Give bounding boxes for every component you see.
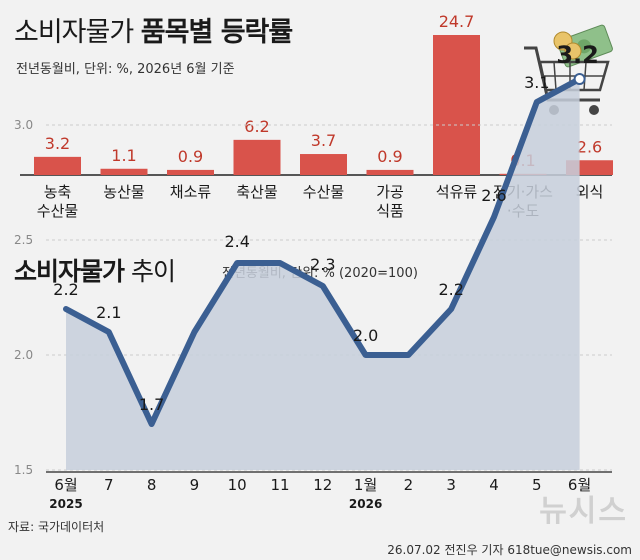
category-line: 채소류 xyxy=(170,183,212,201)
y-tick-label: 2.0 xyxy=(14,348,33,362)
x-tick-label: 8 xyxy=(147,476,157,494)
y-tick-label: 3.0 xyxy=(14,118,33,132)
x-tick-label: 5 xyxy=(532,476,542,494)
bar-value-label: 0.9 xyxy=(178,147,203,166)
x-year-label: 2026 xyxy=(349,497,382,511)
bar-value-label: 0.9 xyxy=(377,147,402,166)
category-line: 수산물 xyxy=(37,202,78,220)
x-tick-label: 6월 xyxy=(568,476,591,494)
point-value-label: 2.1 xyxy=(96,303,121,322)
point-value-label: 3.1 xyxy=(524,73,549,92)
bar-value-label: 24.7 xyxy=(439,12,475,31)
money-icon xyxy=(553,24,613,68)
title-light: 소비자물가 xyxy=(14,17,134,48)
point-value-label: 1.7 xyxy=(139,395,164,414)
title-bold: 품목별 등락률 xyxy=(140,17,293,48)
bar-4 xyxy=(300,154,347,175)
top-chart-title: 소비자물가 품목별 등락률 xyxy=(14,10,293,49)
point-value-label: 2.2 xyxy=(53,280,78,299)
x-tick-label: 2 xyxy=(404,476,414,494)
newsis-watermark: 뉴시스 xyxy=(539,494,628,529)
bottom-chart-title: 소비자물가 추이 xyxy=(14,252,176,288)
bar-category-label: 외식 xyxy=(576,183,604,201)
last-point-marker xyxy=(573,73,586,85)
x-year-label: 2025 xyxy=(49,497,82,511)
category-line: 농축 xyxy=(44,183,72,201)
bar-1 xyxy=(100,168,148,175)
category-line: 수산물 xyxy=(303,183,344,201)
point-value-label: 2.4 xyxy=(224,232,249,251)
x-tick-label: 11 xyxy=(270,476,289,494)
category-line: 축산물 xyxy=(236,183,277,201)
bar-value-label: 3.2 xyxy=(45,134,70,153)
title-bold: 소비자물가 xyxy=(14,257,125,286)
credit-text: 26.07.02 전진우 기자 618tue@newsis.com xyxy=(387,543,632,557)
x-tick-label: 9 xyxy=(190,476,200,494)
bar-value-label: 6.2 xyxy=(244,117,269,136)
y-tick-label: 1.5 xyxy=(14,463,33,477)
category-line: 식품 xyxy=(376,202,404,220)
bar-value-label: 3.7 xyxy=(311,131,336,150)
point-value-label: 2.3 xyxy=(310,255,335,274)
bar-category-label: 수산물 xyxy=(303,183,344,201)
y-tick-label: 2.5 xyxy=(14,233,33,247)
bar-category-label: 석유류 xyxy=(436,183,478,201)
area-fill xyxy=(66,79,580,470)
x-tick-label: 7 xyxy=(104,476,114,494)
x-tick-label: 4 xyxy=(489,476,499,494)
bar-6 xyxy=(433,35,480,175)
title-light: 추이 xyxy=(130,257,176,286)
bar-category-label: 농축 수산물 xyxy=(37,183,78,220)
bar-value-label: 1.1 xyxy=(111,146,136,165)
bar-category-label: 농산물 xyxy=(103,183,144,201)
point-value-label: 2.2 xyxy=(438,280,463,299)
category-line: 농산물 xyxy=(103,183,144,201)
bar-2 xyxy=(167,169,214,175)
x-tick-label: 3 xyxy=(446,476,456,494)
bar-3 xyxy=(233,139,281,175)
x-tick-label: 1월 xyxy=(354,476,377,494)
x-tick-label: 10 xyxy=(228,476,247,494)
x-tick-label: 6월 xyxy=(54,476,77,494)
category-line: 외식 xyxy=(576,183,604,201)
bar-0 xyxy=(34,156,81,175)
point-value-label: 2.0 xyxy=(353,326,378,345)
source-text: 자료: 국가데이터처 xyxy=(8,520,105,534)
x-tick-label: 12 xyxy=(313,476,332,494)
bar-category-label: 축산물 xyxy=(236,183,277,201)
category-line: 석유류 xyxy=(436,183,478,201)
point-value-label: 3.2 xyxy=(556,41,599,69)
point-value-label: 2.6 xyxy=(481,186,506,205)
series-line xyxy=(63,76,583,427)
category-line: 가공 xyxy=(376,183,404,201)
bar-category-label: 채소류 xyxy=(170,183,212,201)
top-chart-subtitle: 전년동월비, 단위: %, 2026년 6월 기준 xyxy=(16,62,235,77)
bar-category-label: 가공 식품 xyxy=(376,183,404,220)
bar-5 xyxy=(366,169,414,175)
bar-value-label: 2.6 xyxy=(577,137,602,156)
